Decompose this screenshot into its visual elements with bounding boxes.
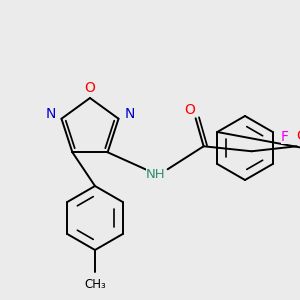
Text: O: O <box>296 129 300 143</box>
Text: CH₃: CH₃ <box>84 278 106 290</box>
Text: N: N <box>45 107 56 121</box>
Text: NH: NH <box>146 168 165 181</box>
Text: O: O <box>85 81 95 95</box>
Text: O: O <box>184 103 195 117</box>
Text: F: F <box>281 130 289 144</box>
Text: N: N <box>124 107 135 121</box>
